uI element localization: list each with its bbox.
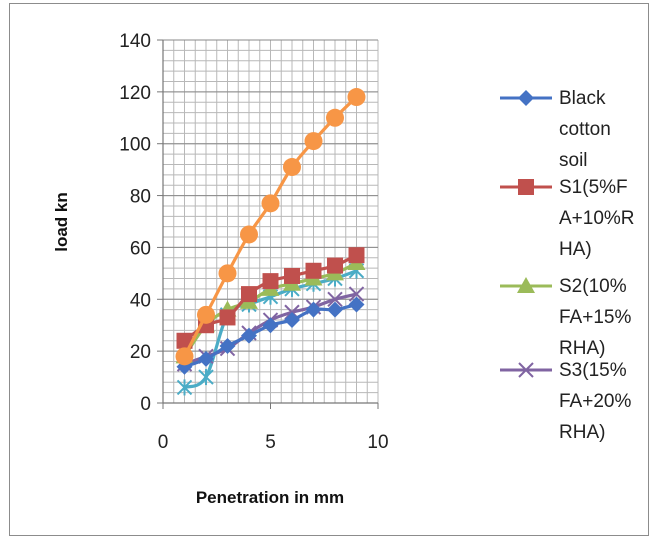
data-point <box>218 264 237 283</box>
data-point <box>176 379 193 396</box>
y-tick-label: 80 <box>130 187 151 208</box>
data-point <box>284 312 300 329</box>
data-point <box>348 296 365 313</box>
series-0 <box>176 296 365 375</box>
y-tick-label: 120 <box>119 83 151 104</box>
data-point <box>240 225 258 244</box>
data-point <box>305 301 322 318</box>
data-point <box>348 247 365 264</box>
grid <box>162 39 379 404</box>
data-point <box>347 88 366 107</box>
legend-marker <box>518 362 534 378</box>
data-point <box>219 337 236 354</box>
legend-marker <box>518 179 534 195</box>
data-point <box>348 286 365 302</box>
x-axis-title: Penetration in mm <box>196 488 344 507</box>
data-point <box>262 273 279 290</box>
legend-label: S2(10% <box>559 276 627 297</box>
legend-label: A+10%R <box>559 208 635 229</box>
data-point <box>241 327 257 344</box>
y-tick-label: 40 <box>130 290 151 311</box>
data-point <box>327 301 343 318</box>
legend-label: S3(15% <box>559 360 627 381</box>
y-axis-title: load kn <box>52 192 71 252</box>
x-tick-label: 5 <box>265 432 276 453</box>
legend-label: Black <box>559 88 606 109</box>
legend-label: FA+15% <box>559 307 631 328</box>
data-point <box>197 305 215 324</box>
data-point <box>283 158 301 177</box>
y-tick-label: 20 <box>130 342 151 363</box>
legend-label: soil <box>559 150 588 171</box>
data-point <box>284 267 300 284</box>
legend-label: cotton <box>559 119 611 140</box>
legend-entry: S2(10% FA+15% RHA) <box>500 276 631 359</box>
x-tick-label: 0 <box>158 432 169 453</box>
legend: Black cotton soil S1(5%F A+10%R HA) S2(10% FA+1… <box>500 88 635 443</box>
y-tick-label: 140 <box>119 31 151 52</box>
series-1 <box>176 247 365 349</box>
data-point <box>198 369 214 386</box>
legend-marker <box>517 277 535 293</box>
series-5 <box>175 88 366 366</box>
legend-marker <box>518 90 534 106</box>
axes: 0 20 40 60 80 100 120 140 0 5 10 <box>119 31 388 453</box>
data-point <box>261 194 280 213</box>
y-tick-label: 100 <box>119 135 151 156</box>
y-tick-label: 60 <box>130 238 151 259</box>
legend-entry: S3(15% FA+20% RHA) <box>500 360 631 443</box>
data-point <box>175 347 194 366</box>
data-point <box>241 286 257 303</box>
legend-entry: Black cotton soil <box>500 88 611 171</box>
y-tick-label: 0 <box>140 394 151 415</box>
data-point <box>304 132 323 151</box>
data-point <box>327 257 343 274</box>
x-tick-label: 10 <box>367 432 388 453</box>
legend-label: FA+20% <box>559 391 631 412</box>
data-point <box>305 262 322 279</box>
data-point <box>198 350 214 367</box>
data-point <box>262 317 279 334</box>
data-point <box>326 108 344 127</box>
data-point <box>219 309 236 326</box>
legend-label: RHA) <box>559 338 605 359</box>
series-group <box>175 88 366 396</box>
legend-label: RHA) <box>559 422 605 443</box>
data-point <box>176 332 193 349</box>
legend-label: S1(5%F <box>559 177 628 198</box>
legend-entry: S1(5%F A+10%R HA) <box>500 177 635 260</box>
legend-label: HA) <box>559 239 592 260</box>
data-point <box>327 291 343 307</box>
